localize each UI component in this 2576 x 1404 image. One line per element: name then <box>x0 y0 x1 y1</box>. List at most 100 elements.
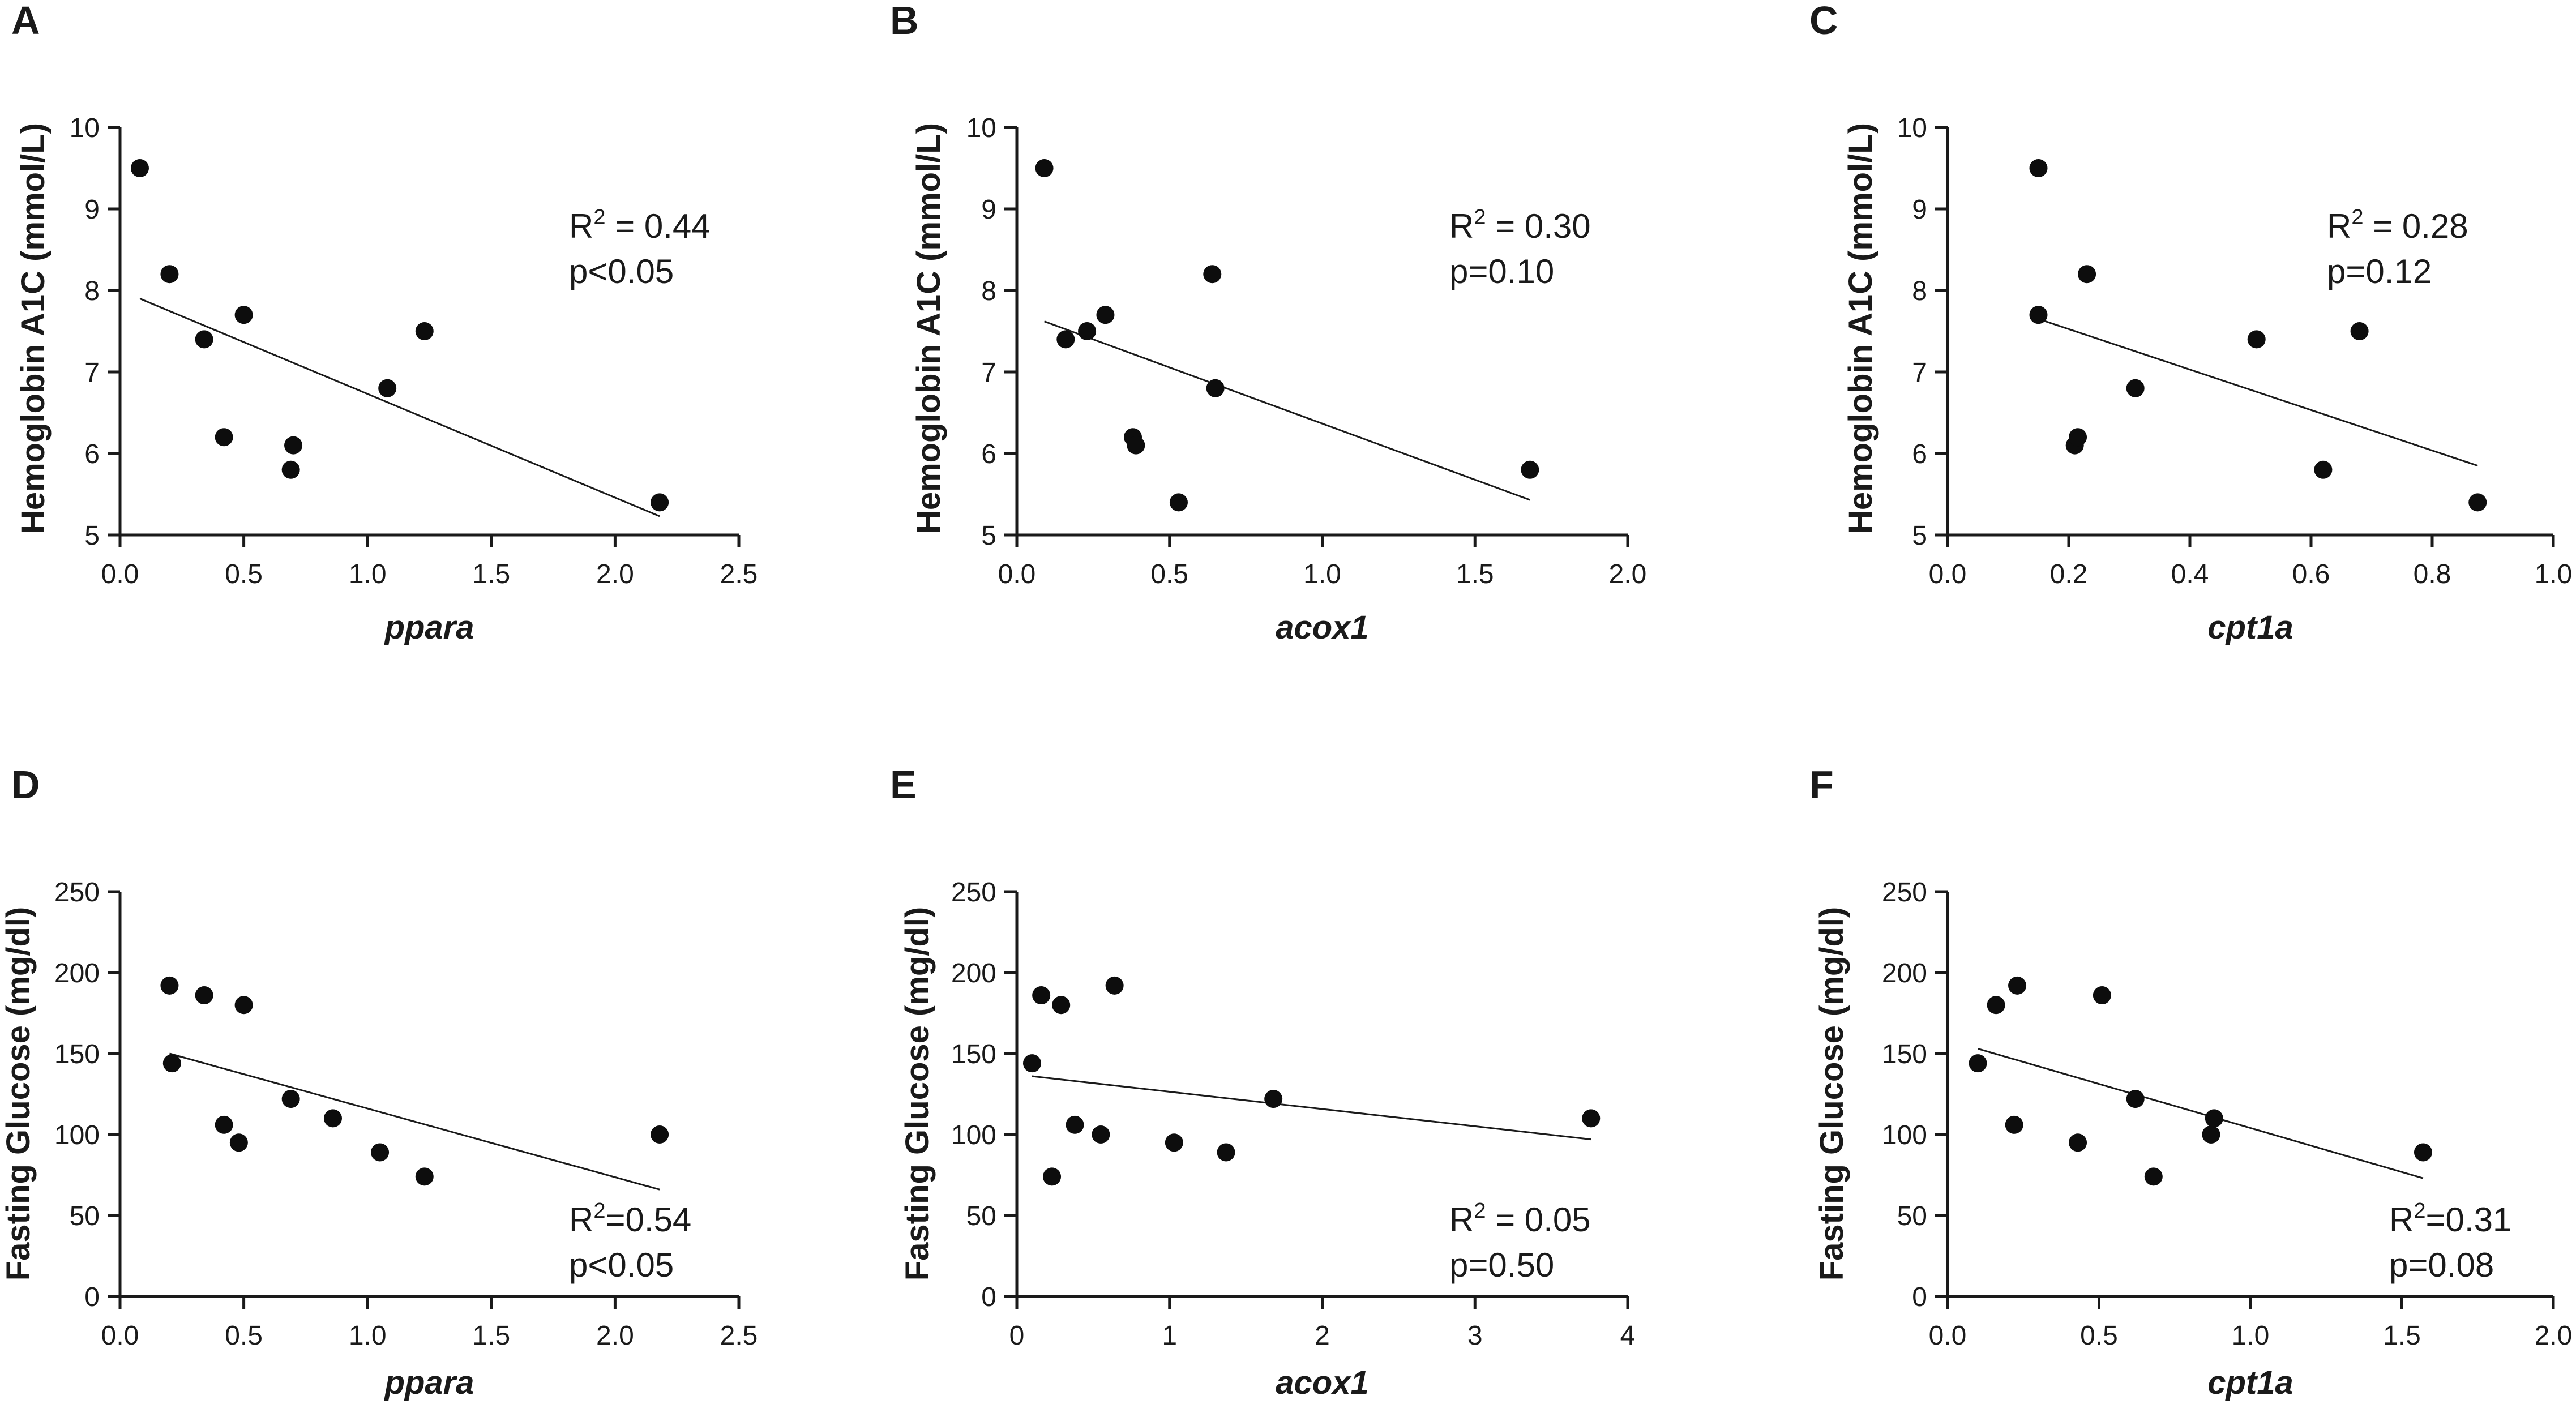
data-point <box>1987 996 2005 1015</box>
y-tick-label: 7 <box>1912 358 1927 388</box>
x-tick-label: 0.5 <box>225 559 263 589</box>
r-squared-label: R2 = 0.28 <box>2327 206 2468 245</box>
y-tick-label: 150 <box>951 1039 996 1069</box>
x-tick-label: 1.5 <box>472 559 510 589</box>
x-tick-label: 1.5 <box>472 1321 510 1351</box>
data-point <box>2005 1115 2023 1134</box>
p-value-label: p=0.08 <box>2389 1246 2494 1284</box>
panel-letter: A <box>11 0 40 42</box>
y-tick-label: 5 <box>1912 521 1927 551</box>
x-tick-label: 1.5 <box>1456 559 1494 589</box>
chart-panel-c: C 0.0 0.2 0.4 0.6 0.8 1.0 5 6 7 8 9 10 cpt1a Hemoglobi… <box>1809 0 2572 646</box>
data-point <box>162 1054 181 1073</box>
x-tick-label: 0.0 <box>101 559 139 589</box>
x-tick-label: 0.0 <box>101 1321 139 1351</box>
data-point <box>195 986 213 1005</box>
x-tick-label: 0.4 <box>2171 559 2209 589</box>
x-tick-label: 2.0 <box>2535 1321 2573 1351</box>
data-point <box>1078 322 1097 340</box>
data-point <box>2350 322 2369 340</box>
data-point <box>1052 996 1071 1015</box>
data-point <box>215 428 233 447</box>
data-point <box>1043 1167 1062 1186</box>
x-tick-label: 0.0 <box>998 559 1036 589</box>
x-tick-label: 1.0 <box>349 1321 387 1351</box>
data-point <box>160 265 179 284</box>
data-point <box>1105 976 1124 995</box>
x-axis-title: acox1 <box>1276 1364 1368 1401</box>
x-axis-title: cpt1a <box>2207 609 2293 646</box>
y-tick-label: 8 <box>84 276 100 306</box>
y-tick-label: 9 <box>981 195 996 225</box>
data-point <box>2029 306 2048 324</box>
x-axis-title: ppara <box>384 1364 474 1401</box>
data-point <box>1165 1133 1183 1152</box>
x-axis-title: cpt1a <box>2207 1364 2293 1401</box>
p-value-label: p=0.12 <box>2327 252 2432 290</box>
y-tick-label: 10 <box>966 113 996 143</box>
p-value-label: p<0.05 <box>569 252 674 290</box>
x-tick-label: 1.0 <box>2535 559 2573 589</box>
data-point <box>1092 1125 1110 1144</box>
y-tick-label: 100 <box>951 1120 996 1150</box>
data-point <box>1521 460 1539 479</box>
r-squared-label: R2=0.54 <box>569 1199 691 1239</box>
data-point <box>1056 330 1075 349</box>
y-tick-label: 10 <box>70 113 100 143</box>
y-tick-label: 8 <box>1912 276 1927 306</box>
x-tick-label: 2.0 <box>596 1321 634 1351</box>
y-tick-label: 9 <box>84 195 100 225</box>
y-tick-label: 7 <box>84 358 100 388</box>
chart-panel-b: B 0.0 0.5 1.0 1.5 2.0 5 6 7 8 9 10 acox1 Hemoglobin A… <box>890 0 1646 646</box>
y-axis-title: Hemoglobin A1C (mmol/L) <box>910 123 947 534</box>
y-tick-label: 7 <box>981 358 996 388</box>
y-tick-label: 9 <box>1912 195 1927 225</box>
data-point <box>281 460 300 479</box>
data-point <box>1096 306 1115 324</box>
data-point <box>415 1167 434 1186</box>
data-point <box>2126 1090 2145 1108</box>
panel-letter: F <box>1809 763 1834 807</box>
x-tick-label: 1 <box>1162 1321 1177 1351</box>
r-squared-label: R2 = 0.44 <box>569 206 711 245</box>
y-tick-label: 50 <box>1897 1201 1927 1231</box>
regression-line <box>1044 320 1530 501</box>
y-tick-label: 5 <box>981 521 996 551</box>
x-tick-label: 1.0 <box>349 559 387 589</box>
chart-panel-d: D 0.0 0.5 1.0 1.5 2.0 2.5 0 50 100 150 200 250 ppara F… <box>0 763 758 1401</box>
y-tick-label: 250 <box>54 878 100 908</box>
x-tick-label: 2 <box>1315 1321 1330 1351</box>
x-tick-label: 0.5 <box>2080 1321 2118 1351</box>
chart-panel-e: E 0 1 2 3 4 0 50 100 150 200 250 acox1 Fasting Glucos… <box>890 763 1635 1401</box>
y-tick-label: 150 <box>54 1039 100 1069</box>
y-tick-label: 200 <box>951 958 996 988</box>
y-tick-label: 200 <box>54 958 100 988</box>
r-squared-label: R2=0.31 <box>2389 1199 2511 1239</box>
panel-letter: B <box>890 0 919 42</box>
p-value-label: p=0.50 <box>1449 1246 1554 1284</box>
data-point <box>229 1133 248 1152</box>
panel-letter: E <box>890 763 917 807</box>
y-tick-label: 50 <box>966 1201 996 1231</box>
regression-line <box>1032 1075 1591 1141</box>
data-point <box>160 976 179 995</box>
data-point <box>2029 159 2048 177</box>
x-tick-label: 4 <box>1620 1321 1636 1351</box>
data-point <box>378 379 397 397</box>
data-point <box>130 159 149 177</box>
data-point <box>2314 460 2333 479</box>
x-tick-label: 2.5 <box>720 1321 758 1351</box>
y-tick-label: 50 <box>70 1201 100 1231</box>
data-point <box>415 322 434 340</box>
y-axis-title: Fasting Glucose (mg/dl) <box>0 907 37 1281</box>
data-point <box>1582 1109 1601 1128</box>
x-axis-title: ppara <box>384 609 474 646</box>
data-point <box>2247 330 2266 349</box>
y-tick-label: 6 <box>84 439 100 469</box>
data-point <box>1066 1115 1084 1134</box>
data-point <box>2126 379 2145 397</box>
x-tick-label: 0.5 <box>1150 559 1188 589</box>
panel-letter: D <box>11 763 40 807</box>
data-point <box>2205 1109 2223 1128</box>
x-tick-label: 0.5 <box>225 1321 263 1351</box>
